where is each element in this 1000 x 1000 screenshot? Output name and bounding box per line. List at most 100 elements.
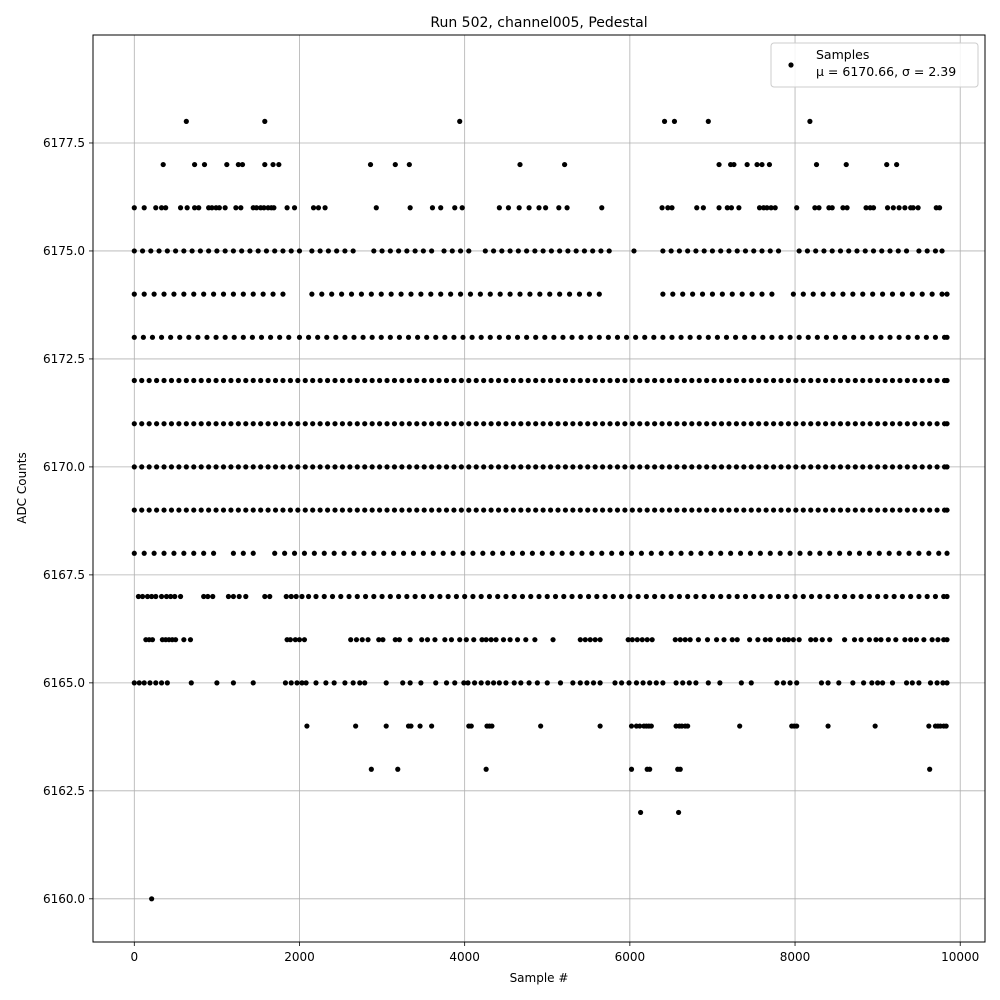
data-point	[310, 421, 316, 427]
data-point	[659, 421, 665, 427]
data-point	[622, 464, 628, 470]
data-point	[599, 205, 605, 211]
data-point	[565, 248, 571, 254]
data-point	[168, 593, 174, 600]
data-point	[342, 248, 348, 254]
data-point	[243, 464, 249, 470]
data-point	[213, 334, 219, 340]
data-point	[228, 377, 234, 384]
data-point	[547, 464, 554, 470]
data-point	[741, 421, 747, 427]
data-point	[329, 291, 335, 297]
data-point	[153, 421, 160, 427]
data-point	[443, 680, 450, 686]
data-point	[286, 334, 292, 340]
data-point	[369, 377, 375, 384]
data-point	[760, 334, 766, 340]
data-point	[651, 334, 657, 340]
data-point	[923, 334, 929, 340]
data-point	[711, 464, 717, 470]
data-point	[547, 507, 554, 513]
data-point	[334, 248, 340, 254]
data-point	[302, 507, 308, 513]
data-point	[649, 637, 655, 643]
data-point	[288, 593, 294, 600]
data-point	[781, 637, 787, 643]
data-point	[473, 507, 479, 513]
data-point	[131, 550, 137, 556]
data-point	[161, 507, 167, 513]
data-point	[674, 421, 680, 427]
data-point	[644, 507, 650, 513]
data-point	[778, 507, 784, 513]
data-point	[644, 464, 650, 470]
data-point	[800, 377, 806, 384]
data-point	[633, 334, 639, 340]
data-point	[845, 421, 851, 427]
data-point	[582, 637, 588, 643]
data-point	[181, 550, 187, 556]
data-point	[628, 766, 635, 772]
data-point	[478, 680, 484, 686]
y-tick-label: 6165.0	[43, 676, 85, 690]
data-point	[726, 421, 732, 427]
data-point	[693, 593, 699, 600]
data-point	[605, 334, 611, 340]
data-point	[287, 464, 293, 470]
data-point	[693, 680, 699, 686]
data-point	[161, 550, 167, 556]
data-point	[250, 421, 256, 427]
data-point	[189, 248, 195, 254]
data-point	[668, 248, 674, 254]
data-point	[647, 680, 653, 686]
data-point	[414, 334, 421, 340]
data-point	[493, 637, 499, 643]
data-point	[889, 507, 896, 513]
data-point	[882, 507, 888, 513]
data-point	[183, 464, 189, 470]
data-point	[400, 550, 407, 556]
data-point	[731, 161, 737, 168]
data-point	[666, 377, 673, 384]
data-point	[585, 377, 591, 384]
data-point	[875, 377, 881, 384]
data-point	[412, 248, 418, 254]
data-point	[659, 507, 665, 513]
data-point	[458, 507, 464, 513]
data-point	[362, 507, 368, 513]
data-point	[804, 248, 811, 254]
data-point	[371, 550, 377, 556]
data-point	[678, 550, 684, 556]
chart-title: Run 502, channel005, Pedestal	[430, 15, 647, 31]
data-point	[400, 680, 406, 686]
data-point	[158, 680, 165, 686]
data-point	[742, 593, 749, 600]
data-point	[511, 680, 517, 686]
data-point	[537, 291, 543, 297]
data-point	[496, 680, 502, 686]
data-point	[250, 680, 256, 686]
data-point	[852, 464, 858, 470]
data-point	[280, 464, 286, 470]
data-point	[878, 637, 884, 643]
data-point	[668, 550, 674, 556]
data-point	[262, 118, 268, 124]
data-point	[701, 248, 707, 254]
data-point	[379, 248, 385, 254]
data-point	[607, 377, 613, 384]
data-point	[614, 507, 621, 513]
data-point	[711, 507, 717, 513]
data-point	[852, 421, 858, 427]
data-point	[585, 507, 591, 513]
data-point	[367, 161, 374, 168]
data-point	[825, 593, 831, 600]
data-point	[807, 550, 813, 556]
data-point	[929, 291, 935, 297]
data-point	[414, 507, 420, 513]
data-point	[282, 680, 289, 686]
data-point	[258, 421, 264, 427]
data-point	[793, 377, 799, 384]
data-point	[191, 291, 197, 297]
data-point	[741, 507, 747, 513]
data-point	[904, 507, 910, 513]
